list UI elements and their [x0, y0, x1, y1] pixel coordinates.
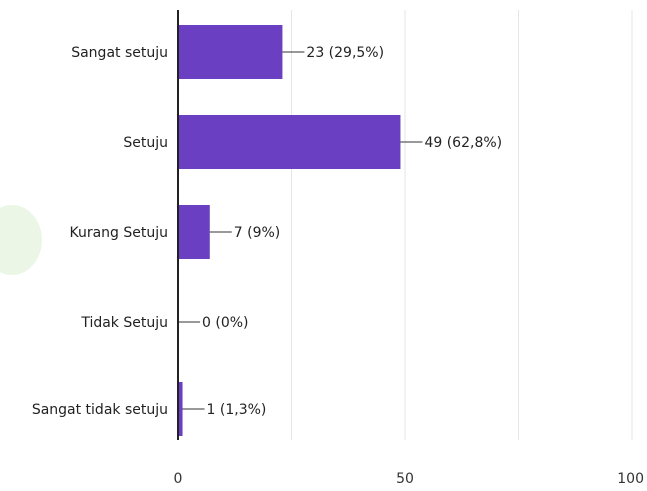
bar-1 — [178, 115, 401, 169]
bar-4 — [178, 382, 183, 436]
data-label-2: 7 (9%) — [234, 225, 281, 241]
x-tick-label-0: 0 — [174, 471, 183, 487]
x-tick-label-2: 100 — [617, 471, 644, 487]
category-label-3: Tidak Setuju — [80, 315, 168, 331]
data-label-3: 0 (0%) — [202, 315, 249, 331]
data-label-4: 1 (1,3%) — [207, 402, 267, 418]
data-label-0: 23 (29,5%) — [306, 45, 384, 61]
bar-2 — [178, 205, 210, 259]
data-label-1: 49 (62,8%) — [424, 135, 502, 151]
bar-0 — [178, 25, 283, 79]
x-tick-label-1: 50 — [396, 471, 414, 487]
category-label-1: Setuju — [123, 135, 168, 151]
category-label-2: Kurang Setuju — [69, 225, 168, 241]
category-label-4: Sangat tidak setuju — [32, 402, 168, 418]
category-label-0: Sangat setuju — [71, 45, 168, 61]
